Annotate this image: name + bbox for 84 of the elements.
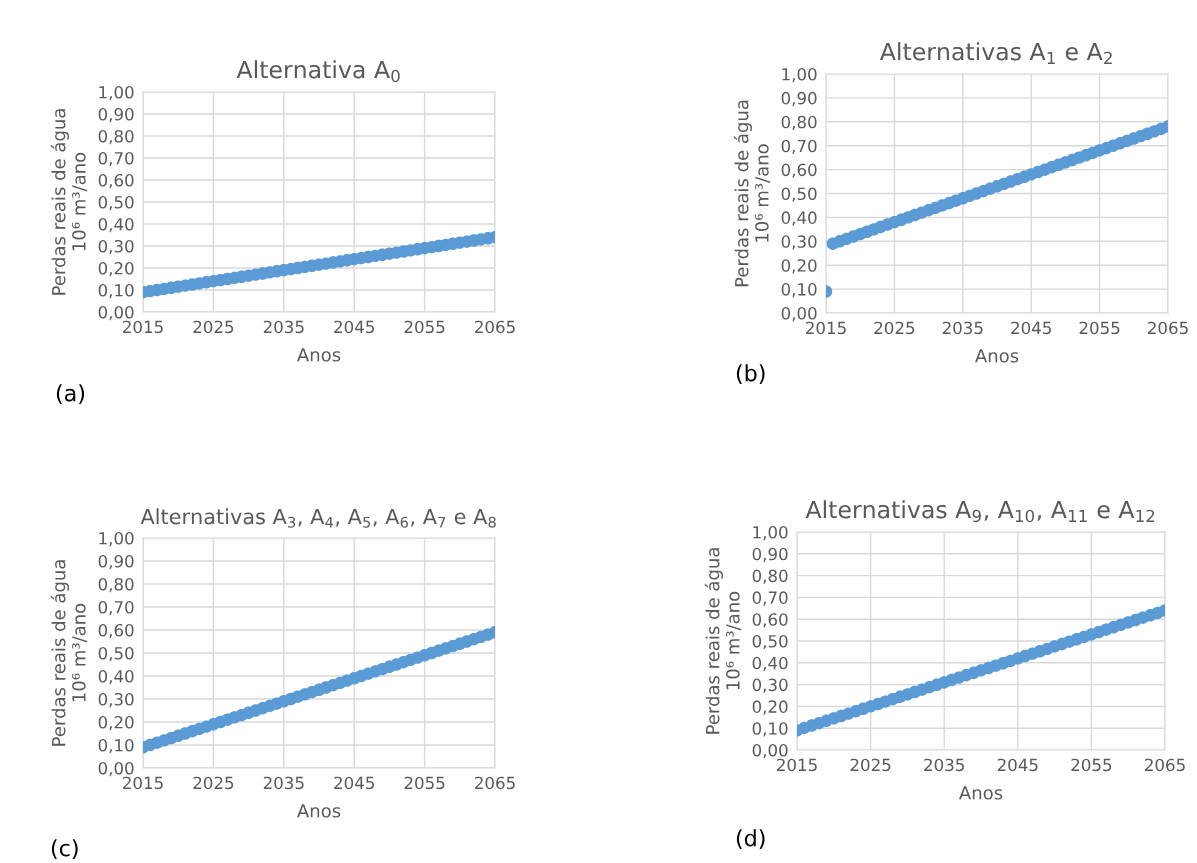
y-tick-label: 0,80 — [752, 569, 788, 584]
y-tick-label: 0,50 — [781, 187, 817, 202]
y-axis-title: Perdas reais de água 10⁶ m³/ano — [733, 100, 771, 287]
x-axis-title: Anos — [975, 349, 1019, 363]
y-tick-label: 0,60 — [752, 613, 788, 628]
x-tick-label: 2015 — [777, 758, 817, 772]
y-tick-label: 0,80 — [98, 129, 134, 145]
y-tick-label: 0,60 — [98, 173, 134, 189]
x-tick-label: 2065 — [475, 320, 515, 334]
y-tick-label: 0,60 — [98, 623, 134, 639]
y-tick-label: 0,90 — [781, 91, 817, 107]
x-tick-label: 2025 — [193, 776, 234, 790]
y-axis-title: Perdas reais de água 10⁶ m³/ano — [50, 560, 88, 746]
y-tick-label: 0,80 — [98, 577, 134, 593]
y-tick-label: 1,00 — [753, 525, 788, 541]
x-tick-label: 2025 — [874, 321, 915, 335]
y-axis-title: Perdas reais de água 10⁶ m³/ano — [50, 109, 88, 295]
y-tick-label: 0,50 — [752, 634, 788, 650]
x-tick-label: 2065 — [475, 776, 515, 790]
y-tick-label: 1,00 — [99, 85, 134, 101]
chart-title: Alternativas A$_{9}$, A$_{10}$, A$_{11}$ e A$_{12}$ — [805, 500, 1155, 523]
y-tick-label: 0,90 — [98, 554, 134, 570]
x-tick-label: 2045 — [1011, 321, 1051, 335]
y-tick-label: 0,00 — [98, 305, 134, 321]
y-tick-label: 0,40 — [98, 217, 134, 233]
x-tick-label: 2045 — [997, 758, 1038, 772]
y-tick-label: 0,40 — [752, 656, 788, 672]
x-tick-label: 2045 — [334, 320, 374, 334]
x-tick-label: 2015 — [123, 320, 163, 334]
y-tick-label: 0,00 — [752, 743, 788, 759]
y-tick-label: 0,30 — [98, 692, 134, 708]
x-tick-label: 2035 — [942, 321, 983, 335]
y-tick-label: 0,60 — [781, 163, 817, 178]
y-tick-label: 0,70 — [98, 151, 134, 167]
y-tick-label: 0,20 — [98, 715, 134, 731]
x-tick-label: 2025 — [193, 320, 234, 334]
x-tick-label: 2065 — [1148, 321, 1188, 335]
x-tick-label: 2035 — [263, 320, 304, 334]
x-tick-label: 2065 — [1145, 758, 1185, 772]
y-tick-label: 0,70 — [98, 600, 134, 616]
y-axis-title: Perdas reais de água 10⁶ m³/ano — [704, 548, 742, 734]
text: (c) — [51, 839, 78, 860]
y-tick-label: 1,00 — [99, 531, 134, 547]
y-tick-label: 0,50 — [98, 646, 134, 662]
x-tick-label: 2045 — [334, 776, 374, 790]
y-tick-label: 0,90 — [98, 107, 134, 123]
y-tick-label: 0,10 — [781, 283, 817, 298]
x-axis-title: Anos — [959, 786, 1003, 800]
x-axis-title: Anos — [297, 804, 341, 818]
y-tick-label: 0,20 — [752, 700, 788, 715]
chart-title: Alternativas A$_{3}$, A$_{4}$, A$_{5}$, A$_{6}$, A$_{7}$ e A$_{8}$ — [140, 508, 496, 528]
y-tick-label: 0,00 — [781, 306, 817, 322]
chart-title: Alternativa A$_{0}$ — [236, 60, 400, 83]
y-tick-label: 1,00 — [782, 67, 817, 83]
chart-title: Alternativas A$_{1}$ e A$_{2}$ — [879, 42, 1112, 64]
y-tick-label: 0,50 — [98, 195, 134, 211]
x-tick-label: 2055 — [404, 776, 445, 790]
x-tick-label: 2055 — [1071, 758, 1112, 772]
y-tick-label: 0,30 — [781, 235, 817, 250]
text: (d) — [736, 829, 765, 850]
y-tick-label: 0,80 — [781, 115, 817, 131]
x-tick-label: 2015 — [123, 776, 163, 790]
text: (a) — [56, 384, 85, 405]
x-axis-title: Anos — [297, 348, 341, 362]
x-tick-label: 2035 — [263, 776, 304, 790]
y-tick-label: 0,30 — [752, 678, 788, 693]
x-tick-label: 2055 — [404, 320, 445, 334]
y-tick-label: 0,10 — [98, 283, 134, 299]
y-tick-label: 0,00 — [98, 761, 134, 777]
y-tick-label: 0,20 — [98, 261, 134, 277]
x-tick-label: 2035 — [924, 758, 964, 772]
y-tick-label: 0,40 — [781, 211, 817, 226]
x-tick-label: 2015 — [806, 321, 846, 335]
x-tick-label: 2055 — [1079, 321, 1120, 335]
y-tick-label: 0,10 — [98, 738, 134, 754]
y-tick-label: 0,70 — [752, 591, 788, 606]
y-tick-label: 0,30 — [98, 239, 134, 255]
text: (b) — [736, 364, 765, 385]
x-tick-label: 2025 — [850, 758, 891, 772]
y-tick-label: 0,20 — [781, 259, 817, 274]
y-tick-label: 0,70 — [781, 139, 817, 154]
y-tick-label: 0,40 — [98, 669, 134, 685]
y-tick-label: 0,90 — [752, 547, 788, 563]
y-tick-label: 0,10 — [752, 722, 788, 737]
